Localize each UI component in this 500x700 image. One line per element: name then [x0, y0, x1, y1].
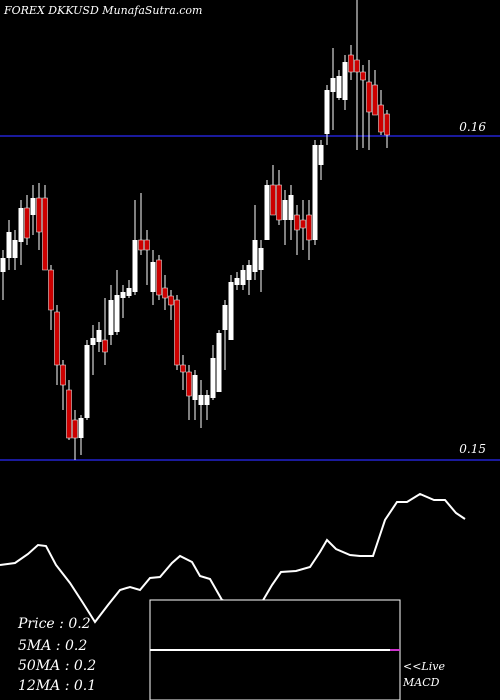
- candle-down: [24, 207, 30, 239]
- candle-up: [12, 240, 18, 258]
- macd-label: MACD: [403, 676, 440, 689]
- candle-down: [174, 299, 180, 366]
- candle-down: [42, 197, 48, 271]
- candle-up: [78, 418, 84, 438]
- candle-down: [144, 239, 150, 251]
- candle-down: [168, 295, 174, 306]
- candle-up: [216, 333, 222, 392]
- candle-up: [192, 375, 198, 400]
- candle-up: [228, 282, 234, 340]
- candle-up: [126, 288, 132, 296]
- candle-up: [84, 345, 90, 418]
- candle-up: [0, 258, 6, 272]
- y-tick-0-16: 0.16: [459, 120, 486, 134]
- candle-up: [282, 200, 288, 220]
- candle-down: [156, 259, 162, 296]
- candle-down: [102, 339, 108, 353]
- candle-down: [366, 81, 372, 113]
- candle-up: [222, 305, 228, 330]
- ma12-stat: 12MA : 0.1: [18, 678, 97, 694]
- candle-up: [132, 240, 138, 292]
- candle-down: [378, 104, 384, 133]
- live-label: <<Live: [403, 660, 445, 673]
- candle-down: [372, 84, 378, 116]
- candle-down: [384, 113, 390, 136]
- candle-down: [186, 371, 192, 397]
- candle-up: [120, 292, 126, 298]
- candle-up: [6, 232, 12, 258]
- candle-down: [60, 364, 66, 386]
- ma5-stat: 5MA : 0.2: [18, 638, 88, 654]
- candle-down: [48, 269, 54, 311]
- candle-up: [246, 265, 252, 280]
- y-tick-0-15: 0.15: [459, 442, 486, 456]
- candle-down: [180, 364, 186, 373]
- candle-up: [210, 358, 216, 398]
- candle-up: [342, 62, 348, 100]
- candle-down: [294, 214, 300, 231]
- candle-up: [240, 270, 246, 285]
- candle-down: [162, 287, 168, 299]
- candle-up: [150, 262, 156, 292]
- candle-down: [300, 219, 306, 229]
- candle-up: [336, 76, 342, 98]
- candle-down: [270, 184, 276, 216]
- candle-up: [288, 195, 294, 220]
- candle-down: [306, 214, 312, 241]
- price-stat: Price : 0.2: [18, 616, 91, 632]
- ma50-stat: 50MA : 0.2: [18, 658, 97, 674]
- candle-down: [138, 239, 144, 251]
- candle-up: [96, 330, 102, 342]
- candle-up: [324, 90, 330, 134]
- candle-up: [108, 300, 114, 335]
- candle-up: [114, 295, 120, 332]
- candle-down: [72, 419, 78, 439]
- candle-down: [348, 54, 354, 73]
- chart-title: FOREX DKKUSD MunafaSutra.com: [4, 4, 203, 17]
- candle-up: [264, 185, 270, 240]
- candle-down: [66, 389, 72, 439]
- candle-up: [258, 248, 264, 270]
- candle-up: [30, 198, 36, 215]
- candle-up: [90, 338, 96, 345]
- candle-down: [36, 197, 42, 233]
- candle-down: [354, 59, 360, 73]
- candle-up: [330, 78, 336, 92]
- candle-up: [18, 208, 24, 242]
- candle-up: [252, 240, 258, 272]
- candle-up: [312, 145, 318, 240]
- candle-up: [198, 395, 204, 405]
- candle-up: [204, 395, 210, 405]
- candle-down: [276, 184, 282, 221]
- candle-down: [360, 71, 366, 81]
- candle-up: [234, 278, 240, 285]
- candle-down: [54, 311, 60, 366]
- candle-up: [318, 145, 324, 165]
